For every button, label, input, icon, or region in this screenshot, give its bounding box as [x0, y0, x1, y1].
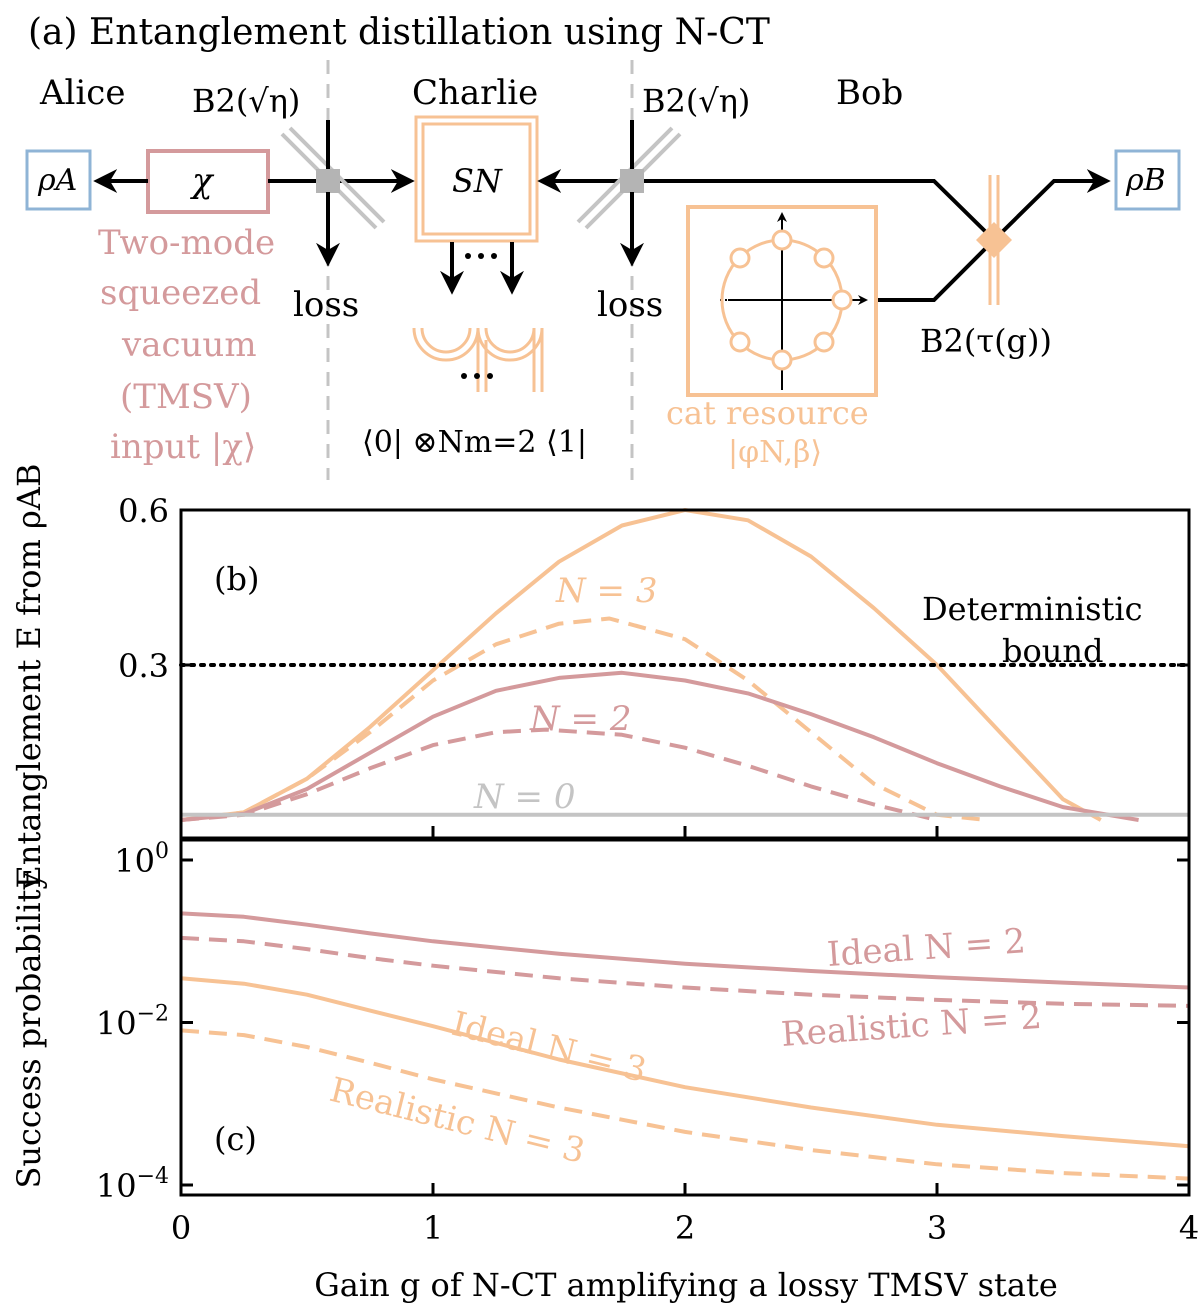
panel-b-tag: (b)	[214, 560, 259, 598]
panel-b-series	[179, 508, 1191, 822]
panel-c-ylabel: Success probability	[10, 871, 48, 1188]
panel-a-diagram: (a) Entanglement distillation using N-CT…	[25, 12, 1181, 480]
label-bs-left: B2(√η)	[192, 82, 300, 120]
svg-text:Two-mode: Two-mode	[98, 223, 275, 263]
svg-text:(TMSV): (TMSV)	[120, 377, 252, 417]
panel-c-series	[180, 911, 1190, 1181]
rho-b-label: ρB	[1125, 163, 1166, 198]
svg-text:squeezed: squeezed	[100, 273, 261, 313]
detector-arrows	[440, 242, 524, 295]
panel-b-frame	[179, 508, 1191, 840]
label-bound: bound	[1002, 632, 1103, 670]
panel-a-title: (a) Entanglement distillation using N-CT	[28, 12, 770, 53]
svg-text:cat resource: cat resource	[666, 394, 869, 432]
panel-c-chart: Success probability 100 10−2 10−4 0 1 2 3 4 (c…	[10, 838, 1199, 1304]
series-line-1	[180, 911, 1190, 990]
x-tick-label: 0	[171, 1209, 191, 1247]
detector-shapes	[412, 327, 544, 392]
x-tick-label: 1	[423, 1209, 443, 1247]
loss-label-left: loss	[293, 285, 359, 325]
series-line-2	[180, 616, 988, 822]
panel-b-yticks: 0.3 0.6	[118, 492, 1189, 838]
loss-label-right: loss	[597, 285, 663, 325]
tau-label: B2(τ(g))	[920, 322, 1052, 360]
tmsv-caption: Two-mode squeezed vacuum (TMSV) input |χ…	[98, 223, 275, 467]
y-tick-label: 10−4	[96, 1164, 169, 1205]
y-tick-label: 10−2	[96, 1002, 169, 1043]
y-tick-label: 0.3	[118, 647, 169, 685]
x-tick-label: 4	[1179, 1209, 1199, 1247]
beam-splitter-tau	[976, 175, 1012, 305]
label-ideal-n2: Ideal N = 2	[826, 921, 1027, 975]
projector-label: ⟨0| ⊗Nm=2 ⟨1|	[362, 425, 587, 460]
line-tmsv-to-tau	[644, 179, 996, 242]
svg-text:|φN,β⟩: |φN,β⟩	[728, 435, 822, 470]
series-line-3	[180, 976, 1190, 1149]
label-bob: Bob	[836, 73, 903, 113]
cat-resource-box	[686, 205, 878, 397]
series-line-1	[180, 508, 1102, 822]
panel-c-xlabel: Gain g of N-CT amplifying a lossy TMSV s…	[314, 1266, 1058, 1304]
label-alice: Alice	[39, 73, 125, 113]
svg-text:vacuum: vacuum	[121, 325, 257, 365]
rho-b-box	[1114, 149, 1181, 211]
panel-c-xticks: 0 1 2 3 4	[171, 1183, 1199, 1247]
beam-splitter-right	[576, 120, 682, 267]
panel-b-chart: Entanglement E from ρAB 0.3 0.6 (b) N = 3…	[10, 464, 1191, 889]
panel-b-ylabel: Entanglement E from ρAB	[10, 464, 48, 889]
x-tick-label: 2	[675, 1209, 695, 1247]
label-bs-right: B2(√η)	[642, 82, 750, 120]
y-tick-label: 100	[114, 839, 169, 880]
series-line-3	[180, 670, 1139, 822]
beam-splitter-left	[280, 120, 386, 267]
label-realistic-n2: Realistic N = 2	[780, 997, 1043, 1055]
s-n-label: SN	[452, 162, 503, 200]
label-deterministic: Deterministic	[922, 590, 1143, 628]
detector-dots	[461, 373, 493, 379]
label-n3: N = 3	[555, 571, 658, 611]
chi-label: χ	[190, 161, 215, 201]
panel-c-frame	[179, 838, 1191, 1197]
svg-text:input |χ⟩: input |χ⟩	[110, 427, 256, 467]
rho-a-label: ρA	[37, 163, 77, 198]
panel-c-yticks: 100 10−2 10−4	[96, 839, 1189, 1205]
series-line-2	[180, 935, 1190, 1008]
panel-c-tag: (c)	[214, 1120, 257, 1158]
y-tick-label: 0.6	[118, 492, 169, 530]
label-n0: N = 0	[473, 777, 576, 817]
cat-caption: cat resource |φN,β⟩	[666, 394, 869, 470]
label-charlie: Charlie	[412, 73, 538, 113]
label-n2: N = 2	[529, 699, 632, 739]
series-line-4	[180, 727, 938, 822]
label-ideal-n3: Ideal N = 3	[448, 1004, 651, 1091]
s-n-box	[414, 115, 539, 243]
x-tick-label: 3	[927, 1209, 947, 1247]
rho-a-box	[25, 149, 92, 211]
